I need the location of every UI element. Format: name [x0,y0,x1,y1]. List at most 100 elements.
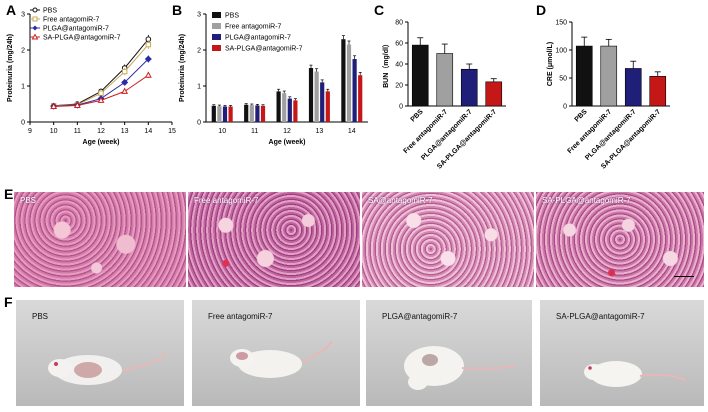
x-tick-label: 9 [28,128,32,135]
y-tick-label: 0 [21,120,25,127]
scale-bar [674,275,694,277]
bar [649,76,667,107]
legend-marker [32,7,38,13]
bar [436,53,454,107]
legend-label: PLGA@antagomiR-7 [43,26,109,33]
bar [287,98,292,122]
x-tick-label: 14 [144,128,152,135]
legend-label: PBS [225,13,239,20]
bar [282,93,287,122]
bar [341,39,346,123]
bar [308,68,314,122]
histology-image-free: Free antagomiR-7 [188,192,360,287]
bar [460,68,478,107]
legend-label: Free antagomiR-7 [225,24,282,31]
bar [624,68,642,107]
bar [260,105,266,122]
bar [325,91,330,122]
bar [217,106,222,122]
legend-swatch [212,34,221,40]
legend-label: Free antagomiR-7 [43,17,100,24]
x-tick-label: 14 [348,128,356,135]
y-tick-label: 0 [197,120,201,127]
y-tick-label: 60 [395,41,403,48]
data-point [144,55,152,63]
legend-swatch [212,12,221,18]
y-tick-label: 2 [197,48,201,55]
x-tick-label: 13 [121,128,129,135]
y-tick-label: 100 [555,48,567,55]
data-point [73,101,81,108]
photo-label-plga: PLGA@antagomiR-7 [382,312,458,321]
x-tick-label: 10 [218,128,226,135]
histology-image-sa-plga: SA-PLGA@antagomiR-7 [536,192,704,287]
data-point [144,71,152,78]
y-tick-label: 40 [395,62,403,69]
bar [358,75,363,122]
y-tick-label: 80 [395,20,403,27]
x-tick-label: 13 [316,128,324,135]
y-axis-label: Proteinuria (mg/24h) [179,34,186,102]
x-axis-label: Age (week) [83,139,120,146]
y-tick-label: 3 [21,12,25,19]
panel-letter-c: C [374,2,385,18]
histology-label-sa-plga: SA-PLGA@antagomiR-7 [542,196,631,205]
data-point [145,41,152,48]
x-tick-label: 12 [283,128,291,135]
y-tick-label: 1 [197,84,201,91]
histology-label-pbs: PBS [20,196,37,205]
mouse-illustration-sa-plga [584,361,687,387]
legend-label: SA-PLGA@antagomiR-7 [43,35,121,42]
mouse-photo-sa-plga: SA-PLGA@antagomiR-7 [540,300,704,406]
legend-marker [32,16,38,22]
bar [314,71,319,122]
y-tick-label: 3 [197,12,201,19]
bar [346,44,352,122]
y-axis-label: Proteinuria (mg/24h) [7,34,14,102]
bar [228,106,233,122]
data-point [50,102,58,110]
panel-letter-d: D [536,2,547,18]
bar [575,45,593,107]
photo-label-pbs: PBS [32,312,49,321]
histology-label-sa: SA@antagomiR-7 [368,196,433,205]
data-point [98,90,104,96]
y-tick-label: 2 [21,48,25,55]
panel-letter-f: F [4,294,13,310]
x-tick-label: Free antagomiR-7 [402,108,449,155]
histology-image-pbs: PBS [14,192,186,287]
bar [244,104,249,122]
x-tick-label: 12 [97,128,105,135]
legend-label: SA-PLGA@antagomiR-7 [225,46,303,53]
x-tick-label: 15 [168,128,176,135]
legend-label: PBS [43,8,57,15]
y-axis-label: CRE (μmol/L) [547,42,554,86]
bar [211,105,216,122]
y-tick-label: 1 [21,84,25,91]
bar [276,91,281,122]
legend-swatch [212,23,221,29]
bar [352,59,357,122]
histology-image-sa: SA@antagomiR-7 [362,192,534,287]
bar [320,82,325,122]
bar [222,106,228,122]
mouse-photo-free: Free antagomiR-7 [192,300,360,406]
bar [485,81,503,107]
y-tick-label: 50 [559,76,567,83]
legend-marker [31,33,39,40]
legend-marker [32,25,38,31]
bar [249,105,254,122]
mouse-photo-plga: PLGA@antagomiR-7 [366,300,532,406]
x-tick-label: Free antagomiR-7 [566,108,613,155]
x-axis-label: Age (week) [269,139,306,146]
x-tick-label: 10 [50,128,58,135]
y-axis-label: BUN（mg/dl） [382,40,390,88]
bar [255,105,260,122]
panel-letter-a: A [6,2,17,18]
histology-label-free: Free antagomiR-7 [194,196,259,205]
photo-label-sa-plga: SA-PLGA@antagomiR-7 [556,312,645,321]
data-point [97,96,105,103]
